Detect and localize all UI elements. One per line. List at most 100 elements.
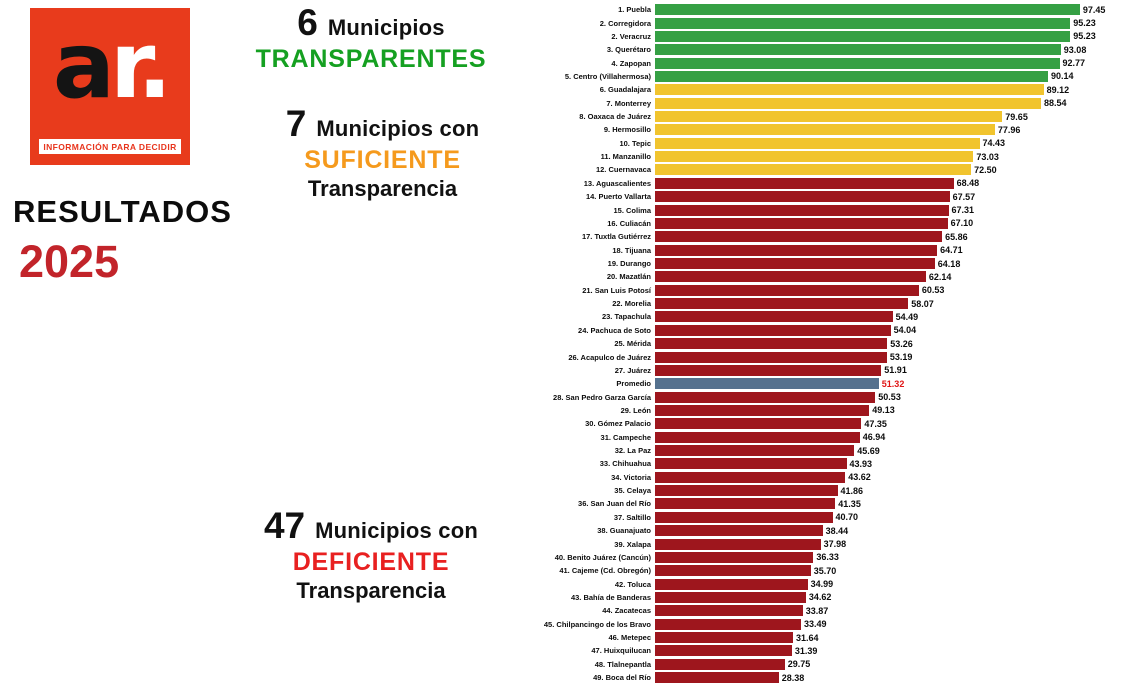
chart-row: 16. Culiacán 67.10 [420, 217, 1122, 230]
legend-sufficient-line: 7 Municipios con [250, 103, 515, 145]
chart-row: 10. Tepic 74.43 [420, 137, 1122, 150]
legend-sufficient-block: 7 Municipios con SUFICIENTE Transparenci… [250, 103, 515, 202]
municipality-label: 1. Puebla [618, 5, 651, 15]
municipality-bar [655, 231, 943, 243]
municipality-value: 67.57 [952, 191, 976, 202]
chart-row: 21. San Luis Potosí 60.53 [420, 284, 1122, 297]
legend-deficient-block: 47 Municipios con DEFICIENTE Transparenc… [225, 505, 517, 604]
municipality-value: 33.87 [805, 605, 829, 616]
municipality-label: 35. Celaya [614, 486, 651, 496]
municipality-label: 11. Manzanillo [600, 152, 651, 162]
municipality-value: 64.71 [940, 245, 963, 256]
municipality-label: 36. San Juan del Río [578, 499, 651, 509]
municipality-bar [655, 44, 1061, 56]
municipality-label: 20. Mazatlán [606, 272, 651, 282]
municipality-bar [655, 4, 1080, 16]
bar-chart: 1. Puebla 97.45 2. Corregidora 95.23 2. Vera… [420, 3, 1122, 683]
municipality-bar [655, 217, 948, 229]
municipality-value: 74.43 [982, 138, 1006, 149]
municipality-label: 15. Colima [613, 205, 651, 215]
municipality-bar [655, 84, 1044, 96]
chart-row: 46. Metepec 31.64 [420, 631, 1122, 644]
chart-row: 45. Chilpancingo de los Bravo 33.49 [420, 618, 1122, 631]
municipality-bar [655, 645, 792, 657]
legend-deficient-rest: Municipios con [315, 518, 479, 543]
chart-row: 19. Durango 64.18 [420, 257, 1122, 270]
municipality-value: 54.49 [895, 311, 919, 322]
municipality-value: 38.44 [825, 525, 849, 536]
municipality-bar [655, 97, 1041, 109]
municipality-label: 5. Centro (Villahermosa) [564, 71, 651, 81]
municipality-label: 7. Monterrey [606, 98, 651, 108]
ar-logo-letter-a: a [52, 12, 115, 119]
municipality-bar [655, 591, 806, 603]
municipality-bar [655, 471, 846, 483]
chart-row: Promedio 51.32 [420, 377, 1122, 390]
chart-row: 5. Centro (Villahermosa) 90.14 [420, 70, 1122, 83]
municipality-bar [655, 338, 888, 350]
legend-sufficient-keyword: SUFICIENTE [304, 146, 461, 174]
municipality-bar [655, 578, 808, 590]
chart-row: 11. Manzanillo 73.03 [420, 150, 1122, 163]
municipality-value: 65.86 [945, 231, 968, 242]
municipality-bar [655, 632, 793, 644]
municipality-label: 2. Veracruz [611, 31, 651, 41]
municipality-label: 2. Corregidora [599, 18, 651, 28]
chart-row: 37. Saltillo 40.70 [420, 511, 1122, 524]
municipality-bar [655, 191, 950, 203]
municipality-value: 47.35 [864, 418, 887, 429]
municipality-bar [655, 311, 893, 323]
municipality-bar [655, 618, 801, 630]
municipality-label: 28. San Pedro Garza García [553, 392, 651, 402]
municipality-value: 35.70 [813, 565, 837, 576]
municipality-bar [655, 151, 974, 163]
municipality-label: 48. Tlalnepantla [594, 659, 651, 669]
municipality-bar [655, 605, 803, 617]
chart-row: 18. Tijuana 64.71 [420, 243, 1122, 256]
chart-row: 48. Tlalnepantla 29.75 [420, 658, 1122, 671]
municipality-label: 29. León [620, 405, 651, 415]
municipality-bar [655, 551, 814, 563]
municipality-value: 97.45 [1082, 4, 1106, 15]
chart-row: 49. Boca del Río 28.38 [420, 671, 1122, 683]
municipality-value: 77.96 [997, 124, 1021, 135]
ar-logo-letter-r: r. [109, 12, 172, 119]
chart-row: 14. Puerto Vallarta 67.57 [420, 190, 1122, 203]
municipality-value: 95.23 [1073, 18, 1096, 29]
chart-row: 2. Corregidora 95.23 [420, 16, 1122, 29]
municipality-bar [655, 271, 926, 283]
municipality-bar [655, 565, 811, 577]
municipality-label: 21. San Luis Potosí [582, 285, 651, 295]
chart-row: 3. Querétaro 93.08 [420, 43, 1122, 56]
municipality-label: 37. Saltillo [613, 512, 651, 522]
chart-row: 40. Benito Juárez (Cancún) 36.33 [420, 551, 1122, 564]
municipality-bar [655, 298, 909, 310]
chart-row: 42. Toluca 34.99 [420, 577, 1122, 590]
municipality-label: 12. Cuernavaca [595, 165, 651, 175]
municipality-bar [655, 177, 954, 189]
municipality-value: 64.18 [937, 258, 961, 269]
municipality-value: 50.53 [878, 392, 901, 403]
municipality-label: 6. Guadalajara [599, 85, 651, 95]
municipality-label: 10. Tepic [619, 138, 651, 148]
legend-transparent-block: 6 Municipios TRANSPARENTES [225, 2, 517, 74]
municipality-label: 49. Boca del Río [593, 673, 651, 683]
chart-row: 34. Victoria 43.62 [420, 471, 1122, 484]
municipality-value: 72.50 [974, 164, 997, 175]
municipality-bar [655, 364, 882, 376]
municipality-value: 95.23 [1073, 31, 1096, 42]
municipality-label: 47. Huixquilucan [591, 646, 651, 656]
chart-row: 20. Mazatlán 62.14 [420, 270, 1122, 283]
legend-deficient-count: 47 [263, 505, 306, 546]
municipality-label: 22. Morelia [612, 299, 651, 309]
municipality-value: 67.31 [951, 205, 975, 216]
municipality-bar [655, 70, 1048, 82]
municipality-value: 53.26 [890, 338, 913, 349]
municipality-bar [655, 511, 833, 523]
municipality-value: 92.77 [1062, 58, 1086, 69]
chart-row: 17. Tuxtla Gutiérrez 65.86 [420, 230, 1122, 243]
municipality-value: 90.14 [1051, 71, 1074, 82]
legend-sufficient-tail: Transparencia [307, 176, 458, 201]
municipality-bar [655, 284, 919, 296]
